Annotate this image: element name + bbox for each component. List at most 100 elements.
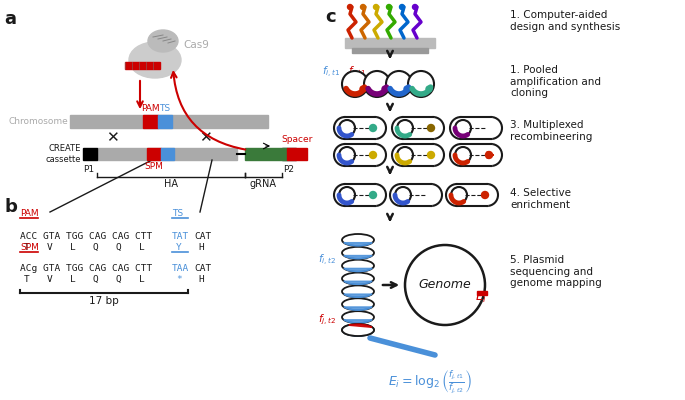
Polygon shape [344, 333, 372, 336]
Circle shape [404, 86, 410, 92]
Circle shape [386, 4, 392, 10]
Text: SPM: SPM [145, 162, 164, 171]
Ellipse shape [342, 324, 374, 336]
Text: $f_{i,t1}$: $f_{i,t1}$ [322, 64, 340, 80]
Text: T   V   L   Q   Q   L: T V L Q Q L [24, 243, 145, 252]
Circle shape [397, 120, 413, 136]
Circle shape [386, 71, 412, 97]
Text: 17 bp: 17 bp [89, 296, 119, 306]
Circle shape [426, 86, 432, 92]
Circle shape [450, 117, 472, 139]
Text: a: a [4, 10, 16, 28]
Text: P2: P2 [284, 165, 295, 174]
Bar [125, 62, 160, 69]
Bar [245, 148, 287, 160]
Circle shape [480, 117, 502, 139]
Circle shape [334, 117, 356, 139]
Bar [461, 117, 491, 139]
Text: HA: HA [164, 179, 178, 189]
Circle shape [455, 147, 471, 163]
Text: TS: TS [160, 104, 171, 113]
Circle shape [480, 144, 502, 166]
Circle shape [364, 184, 386, 206]
Bar [147, 148, 161, 160]
Text: P1: P1 [84, 165, 95, 174]
Polygon shape [344, 320, 372, 323]
Circle shape [369, 192, 377, 198]
Text: $f_{j,t2}$: $f_{j,t2}$ [318, 313, 336, 327]
Circle shape [369, 124, 377, 132]
Text: 1. Computer-aided
design and synthesis: 1. Computer-aided design and synthesis [510, 10, 620, 32]
Text: Cas9: Cas9 [183, 40, 209, 50]
Circle shape [334, 184, 356, 206]
Text: c: c [325, 8, 336, 26]
Text: SPM: SPM [20, 243, 39, 252]
Bar [158, 115, 172, 128]
Text: Genome: Genome [419, 278, 471, 292]
Circle shape [420, 184, 442, 206]
Circle shape [422, 117, 444, 139]
Polygon shape [344, 294, 372, 297]
Ellipse shape [342, 247, 374, 259]
Ellipse shape [342, 272, 374, 284]
Bar [143, 115, 158, 128]
Circle shape [347, 4, 353, 10]
Circle shape [455, 120, 471, 136]
Text: TAT: TAT [172, 232, 189, 241]
Text: H: H [198, 243, 203, 252]
Ellipse shape [148, 30, 178, 52]
Circle shape [482, 192, 488, 198]
Bar [70, 115, 268, 128]
Text: 3. Multiplexed
recombineering: 3. Multiplexed recombineering [510, 120, 593, 142]
Circle shape [339, 147, 355, 163]
Text: gRNA: gRNA [250, 179, 277, 189]
Text: b: b [4, 198, 17, 216]
Text: ,$f_{j,t1}$ ...: ,$f_{j,t1}$ ... [345, 65, 379, 79]
Polygon shape [344, 256, 372, 259]
Ellipse shape [342, 311, 374, 323]
Circle shape [450, 144, 472, 166]
Bar [403, 144, 433, 166]
Circle shape [339, 187, 355, 203]
FancyBboxPatch shape [403, 144, 433, 166]
Ellipse shape [342, 234, 374, 246]
Circle shape [399, 4, 405, 10]
Circle shape [364, 71, 390, 97]
Text: Chromosome: Chromosome [8, 118, 68, 126]
Circle shape [364, 144, 386, 166]
Bar [461, 144, 491, 166]
Text: ACg GTA TGG CAG CAG CTT: ACg GTA TGG CAG CAG CTT [20, 264, 152, 273]
FancyBboxPatch shape [401, 184, 431, 206]
Circle shape [360, 4, 366, 10]
Circle shape [392, 117, 414, 139]
Circle shape [360, 86, 366, 92]
Circle shape [390, 184, 412, 206]
Ellipse shape [342, 298, 374, 310]
Text: $E_i$: $E_i$ [475, 290, 487, 304]
Text: *: * [176, 275, 182, 284]
Circle shape [427, 124, 434, 132]
Circle shape [412, 4, 417, 10]
Circle shape [397, 147, 413, 163]
Circle shape [476, 184, 498, 206]
FancyBboxPatch shape [345, 184, 375, 206]
Bar [477, 291, 487, 295]
Text: TS: TS [172, 209, 183, 218]
Bar [345, 184, 375, 206]
FancyBboxPatch shape [457, 184, 487, 206]
Bar [83, 148, 97, 160]
Bar [403, 117, 433, 139]
Circle shape [392, 144, 414, 166]
Circle shape [342, 71, 368, 97]
Polygon shape [344, 281, 372, 284]
Text: CREATE
cassette: CREATE cassette [45, 144, 81, 164]
Text: TAA: TAA [172, 264, 189, 273]
Bar [457, 184, 487, 206]
Ellipse shape [342, 286, 374, 298]
Ellipse shape [342, 324, 374, 336]
Text: Spacer: Spacer [282, 135, 312, 144]
FancyBboxPatch shape [461, 144, 491, 166]
Text: Y: Y [176, 243, 182, 252]
Circle shape [382, 86, 388, 92]
FancyBboxPatch shape [345, 117, 375, 139]
